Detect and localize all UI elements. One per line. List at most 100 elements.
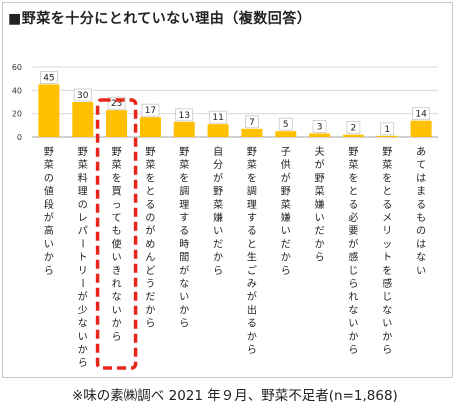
data-label-box xyxy=(380,122,395,136)
category-label-char: い xyxy=(179,292,189,303)
category-label-char: が xyxy=(213,171,223,184)
category-label-char: る xyxy=(416,199,426,211)
category-label-char: と xyxy=(382,186,392,198)
category-label-char: 調 xyxy=(247,185,257,198)
category-label-char: 理 xyxy=(78,186,88,198)
category-label-char: パ xyxy=(78,225,88,237)
category-label-char: か xyxy=(112,318,122,330)
category-label-char: だ xyxy=(315,225,325,237)
category-label-char: が xyxy=(281,171,291,184)
category-label-char: と xyxy=(348,186,358,198)
data-label-box xyxy=(73,88,92,102)
grid-lines xyxy=(32,66,438,138)
category-label-char: の xyxy=(145,213,155,224)
category-label-char: だ xyxy=(145,291,155,303)
category-label-char: 分 xyxy=(213,159,223,171)
category-label-char: る xyxy=(382,199,392,211)
category-label-char: ら xyxy=(348,344,358,356)
category-label-char: ー xyxy=(76,238,87,248)
data-label-box xyxy=(175,108,194,122)
data-label: 2 xyxy=(351,124,357,134)
category-label-char: 菜 xyxy=(78,159,88,171)
category-label-char: か xyxy=(382,331,392,343)
category-label-char: い xyxy=(382,319,392,330)
category-label-char: い xyxy=(44,239,54,250)
category-label-char: 供 xyxy=(281,158,291,171)
category-label-char: か xyxy=(213,252,223,264)
category-label-char: 要 xyxy=(348,225,358,237)
category-label-char: レ xyxy=(78,213,88,224)
category-label-char: を xyxy=(382,265,392,277)
category-label-char: る xyxy=(247,225,257,237)
bar xyxy=(376,135,398,137)
data-label: 7 xyxy=(249,118,255,128)
category-label-char: を xyxy=(112,172,122,184)
category-label-char: ら xyxy=(348,278,358,290)
category-label-char: か xyxy=(281,252,291,264)
category-label-char: が xyxy=(44,211,54,224)
category-label-char: が xyxy=(315,158,325,171)
category-label-char: 嫌 xyxy=(281,211,291,224)
category-label-char: 野 xyxy=(78,146,88,158)
category-label-char: 理 xyxy=(247,199,257,211)
category-label-char: れ xyxy=(348,291,358,303)
data-label: 23 xyxy=(111,99,122,109)
data-label-box xyxy=(346,121,361,135)
category-label-char: を xyxy=(348,172,358,184)
category-label-char: な xyxy=(348,304,358,316)
highlight-dashed-box xyxy=(95,98,138,370)
category-label-char: う xyxy=(145,278,155,290)
category-label-char: る xyxy=(179,225,189,237)
chart-frame xyxy=(2,2,453,378)
category-label-char: も xyxy=(416,212,426,224)
data-label-box xyxy=(412,107,430,121)
category-label-char: 野 xyxy=(145,146,155,158)
category-label-char: 野 xyxy=(348,146,358,158)
category-label-char: 嫌 xyxy=(315,198,325,211)
category-label-char: 子 xyxy=(281,146,291,158)
source-caption: ※味の素㈱調べ 2021 年９月、野菜不足者(n=1,868) xyxy=(72,388,398,404)
y-tick-label: 20 xyxy=(12,110,22,119)
category-label-char: リ xyxy=(78,266,88,277)
category-label-char: を xyxy=(145,172,155,184)
category-label-char: ー xyxy=(76,278,87,288)
category-label-char: れ xyxy=(112,278,122,290)
category-label-char: ト xyxy=(382,253,392,264)
category-label-char: 買 xyxy=(112,186,122,198)
category-labels: 野菜の値段が高いから野菜料理のレパートリーが少ないから野菜を買っても使いきれない… xyxy=(44,145,426,369)
category-label-char: 理 xyxy=(179,199,189,211)
category-label-char: 必 xyxy=(348,211,358,224)
category-label-char: 菜 xyxy=(247,159,257,171)
category-label-char: い xyxy=(112,253,122,264)
category-label-char: 野 xyxy=(179,146,189,158)
category-label-char: の xyxy=(416,226,426,237)
y-tick-label: 0 xyxy=(17,133,22,142)
category-label-char: い xyxy=(315,213,325,224)
category-label-char: か xyxy=(44,252,54,264)
category-label-char: 高 xyxy=(44,224,54,237)
highlight-box xyxy=(95,98,138,370)
data-label: 14 xyxy=(415,110,427,120)
category-label-char: か xyxy=(247,331,257,343)
category-label-char: い xyxy=(78,332,88,343)
bar xyxy=(410,120,432,137)
category-label-char: 感 xyxy=(348,251,358,264)
category-label-char: か xyxy=(348,331,358,343)
category-label-char: 間 xyxy=(179,252,189,264)
category-label-char: ま xyxy=(416,186,426,198)
category-label-char: め xyxy=(145,238,155,250)
data-label: 3 xyxy=(317,123,323,133)
category-label-char: を xyxy=(382,172,392,184)
category-label-char: ら xyxy=(179,318,189,330)
category-label-char: 料 xyxy=(78,171,88,184)
category-label-char: 生 xyxy=(247,251,257,264)
data-label-box xyxy=(312,120,327,133)
category-label-char: ら xyxy=(247,344,257,356)
category-label-char: 野 xyxy=(112,146,122,158)
category-label-char: な xyxy=(382,304,392,316)
